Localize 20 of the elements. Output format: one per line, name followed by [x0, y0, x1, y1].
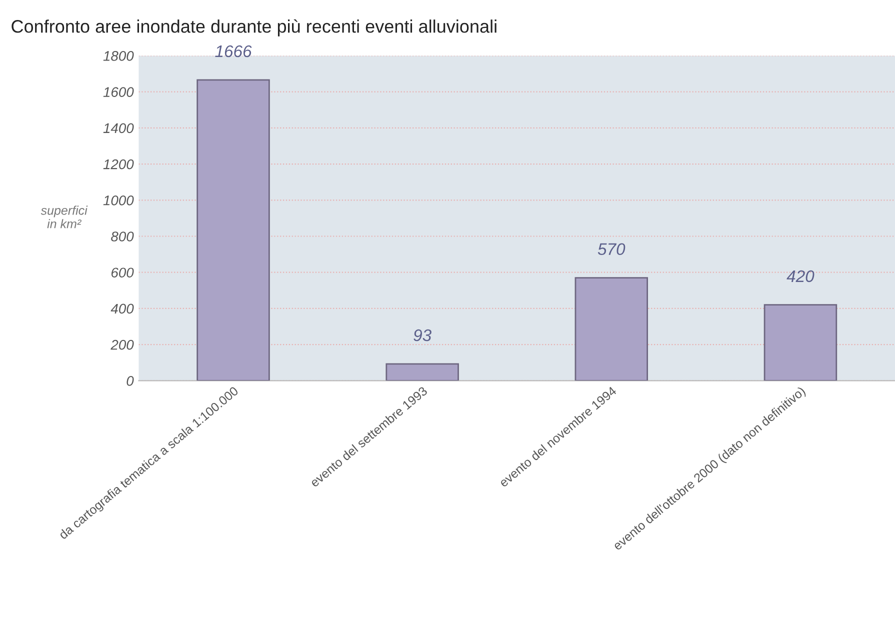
- y-tick-label: 1200: [103, 159, 134, 170]
- y-tick-label: 0: [126, 376, 134, 386]
- y-tick-label: 200: [110, 340, 134, 350]
- data-label: 1666: [215, 45, 252, 58]
- bar: [764, 304, 838, 381]
- bar: [574, 277, 648, 381]
- y-tick-label: 600: [111, 268, 134, 278]
- y-tick-label: 1400: [103, 123, 134, 134]
- data-label: 570: [598, 243, 626, 256]
- y-tick-label: 1600: [103, 87, 134, 97]
- y-axis-title: superfici in km²: [40, 206, 88, 228]
- y-tick-label: 400: [110, 304, 134, 314]
- bar: [386, 363, 459, 381]
- chart-title: Confronto aree inondate durante più recenti eventi alluvionali: [12, 19, 496, 36]
- y-tick-label: 1800: [103, 51, 134, 61]
- data-label: 420: [786, 270, 814, 282]
- y-tick-label: 800: [111, 232, 134, 242]
- data-label: 93: [414, 329, 432, 342]
- bar: [196, 79, 270, 381]
- y-tick-label: 1000: [103, 195, 134, 206]
